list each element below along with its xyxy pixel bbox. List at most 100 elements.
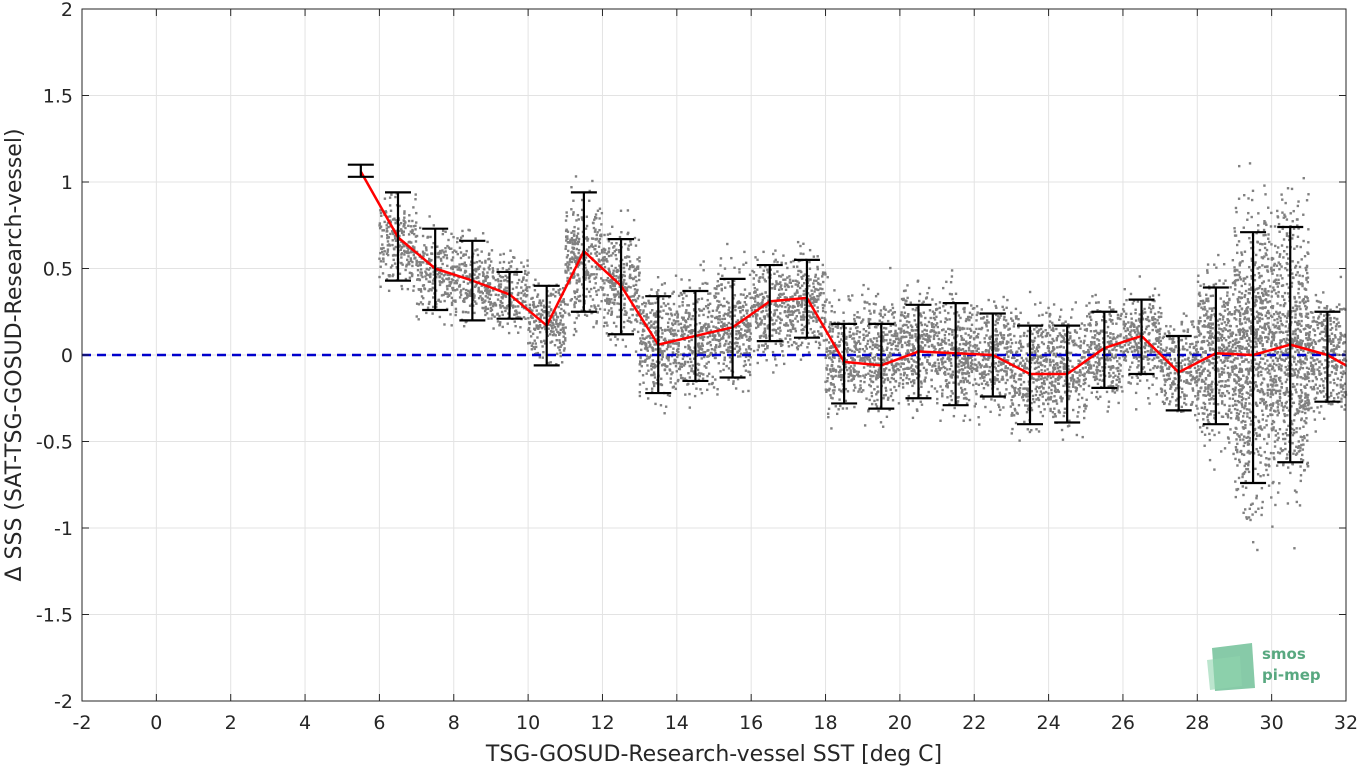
- scatter-point: [974, 402, 977, 406]
- scatter-point: [503, 306, 506, 309]
- scatter-point: [734, 326, 738, 329]
- scatter-point: [755, 303, 758, 307]
- scatter-point: [856, 348, 859, 352]
- scatter-point: [957, 347, 961, 350]
- scatter-point: [606, 324, 609, 327]
- scatter-point: [591, 179, 594, 183]
- scatter-point: [1025, 352, 1029, 355]
- scatter-point: [412, 232, 416, 236]
- scatter-point: [959, 361, 963, 364]
- scatter-point: [1009, 405, 1012, 408]
- scatter-point: [1035, 366, 1038, 370]
- scatter-point: [445, 277, 448, 281]
- scatter-point: [573, 260, 577, 263]
- scatter-point: [788, 319, 792, 322]
- scatter-point: [884, 386, 887, 390]
- scatter-point: [799, 343, 803, 347]
- scatter-point: [808, 284, 811, 288]
- scatter-point: [578, 279, 581, 283]
- scatter-point: [979, 377, 982, 380]
- scatter-point: [984, 373, 988, 377]
- scatter-point: [941, 361, 945, 364]
- scatter-point: [792, 265, 796, 268]
- scatter-point: [385, 227, 389, 230]
- scatter-point: [525, 279, 528, 282]
- scatter-point: [572, 199, 575, 202]
- scatter-point: [524, 269, 527, 273]
- scatter-point: [696, 342, 700, 346]
- scatter-point: [903, 335, 906, 339]
- scatter-point: [484, 279, 487, 282]
- scatter-point: [651, 359, 655, 362]
- scatter-point: [670, 314, 674, 317]
- scatter-point: [1023, 420, 1026, 424]
- scatter-point: [1001, 362, 1004, 365]
- scatter-point: [543, 316, 546, 320]
- scatter-point: [563, 347, 566, 350]
- scatter-point: [590, 243, 593, 246]
- scatter-point: [656, 276, 660, 279]
- scatter-point: [647, 321, 651, 325]
- scatter-point: [671, 371, 674, 374]
- scatter-point: [1014, 351, 1018, 355]
- scatter-point: [911, 384, 914, 388]
- scatter-point: [608, 280, 612, 283]
- scatter-point: [580, 243, 584, 246]
- scatter-point: [804, 310, 807, 313]
- scatter-point: [654, 312, 657, 315]
- scatter-point: [735, 332, 738, 336]
- scatter-point: [623, 302, 626, 306]
- scatter-point: [856, 329, 859, 333]
- scatter-point: [987, 342, 990, 345]
- scatter-point: [816, 255, 819, 258]
- scatter-point: [911, 343, 914, 346]
- scatter-point: [961, 327, 964, 331]
- scatter-point: [936, 397, 939, 401]
- scatter-point: [879, 309, 883, 312]
- scatter-point: [773, 358, 777, 361]
- scatter-point: [890, 348, 893, 351]
- scatter-point: [817, 298, 820, 301]
- scatter-point: [872, 374, 875, 378]
- scatter-point: [972, 349, 975, 353]
- scatter-point: [578, 294, 582, 298]
- scatter-point: [622, 263, 626, 266]
- scatter-point: [758, 280, 761, 283]
- scatter-point: [940, 358, 944, 361]
- scatter-point: [775, 304, 778, 307]
- scatter-point: [671, 323, 675, 327]
- scatter-point: [877, 373, 880, 376]
- scatter-point: [942, 365, 945, 369]
- scatter-point: [889, 324, 892, 327]
- scatter-point: [394, 195, 397, 199]
- scatter-point: [475, 260, 479, 264]
- scatter-point: [887, 310, 890, 313]
- scatter-point: [706, 298, 709, 302]
- scatter-point: [814, 340, 818, 344]
- scatter-point: [829, 346, 833, 350]
- scatter-point: [965, 380, 969, 383]
- scatter-point: [474, 270, 478, 273]
- scatter-point: [645, 336, 648, 339]
- scatter-point: [899, 365, 902, 368]
- scatter-point: [1018, 341, 1021, 344]
- scatter-point: [553, 344, 557, 347]
- scatter-point: [571, 242, 574, 246]
- scatter-point: [428, 280, 432, 283]
- scatter-point: [915, 325, 919, 329]
- scatter-point: [732, 279, 736, 283]
- scatter-point: [841, 407, 845, 410]
- scatter-point: [654, 402, 657, 406]
- scatter-point: [994, 323, 997, 327]
- scatter-point: [417, 303, 421, 306]
- scatter-point: [908, 320, 911, 324]
- scatter-point: [409, 225, 413, 228]
- scatter-point: [660, 283, 664, 286]
- scatter-point: [597, 288, 600, 292]
- scatter-point: [618, 308, 621, 312]
- scatter-point: [1041, 414, 1045, 418]
- scatter-point: [728, 315, 732, 318]
- scatter-point: [519, 326, 522, 329]
- scatter-point: [814, 273, 817, 277]
- scatter-point: [963, 393, 966, 396]
